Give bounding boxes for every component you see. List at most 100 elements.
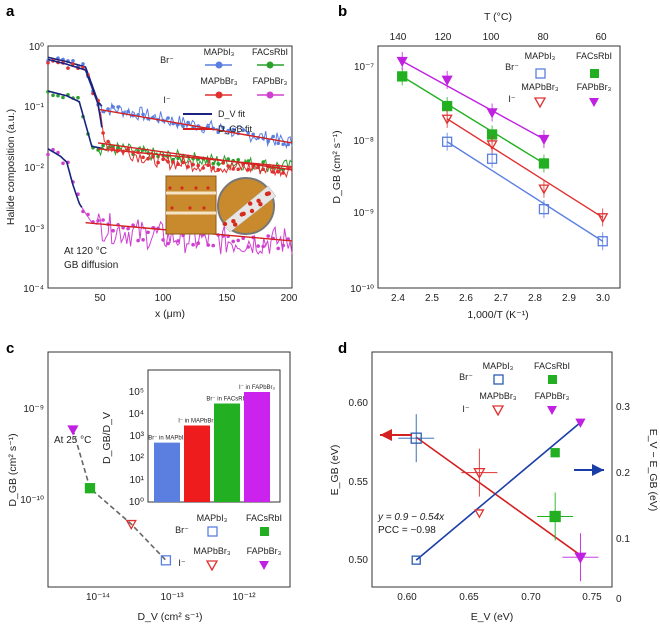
d-legend-species-i: I⁻ — [462, 404, 470, 414]
c-xlabel: D_V (cm² s⁻¹) — [137, 611, 202, 623]
panel-d-label: d — [338, 340, 347, 357]
c-inset-ylabel: D_GB/D_V — [101, 412, 113, 464]
b-legend-mapbbr3: MAPbBr₃ — [521, 82, 559, 92]
a-series-3-point — [211, 243, 215, 248]
b-legend-marker-fapbbr3 — [589, 98, 599, 107]
a-series-1-point — [51, 93, 55, 98]
a-ytick-2: 10⁻² — [24, 163, 44, 174]
b-legend-mapbi3: MAPbI₃ — [525, 51, 556, 61]
b-fit-line-2 — [446, 118, 604, 219]
a-legend-mapbi3: MAPbI₃ — [204, 47, 235, 57]
b-point-2 — [538, 184, 550, 195]
halide-ion — [206, 186, 210, 190]
a-annotation-temp: At 120 °C — [64, 246, 107, 257]
panel-b-legend: Br⁻ I⁻ MAPbI₃ FACsRbI MAPbBr₃ FAPbBr₃ — [505, 51, 612, 109]
c-xtick-0: 10⁻¹⁴ — [86, 592, 110, 603]
panel-d-plot — [398, 414, 599, 582]
b-point-0 — [441, 136, 453, 147]
a-series-2-point — [196, 163, 200, 168]
halide-ion — [264, 191, 270, 197]
a-series-0-point — [181, 124, 185, 129]
panel-a-axes: 50 100 150 200 10⁻⁴ 10⁻³ 10⁻² 10⁻¹ 10⁰ — [23, 42, 297, 304]
b-legend-marker-mapbi3 — [535, 68, 546, 79]
a-series-2-point — [111, 147, 115, 151]
a-series-0-point — [71, 59, 75, 63]
a-series-3-point — [136, 238, 140, 243]
a-series-3-point — [246, 245, 250, 249]
b-legend-species-i: I⁻ — [508, 94, 516, 104]
a-ytick-3: 10⁻¹ — [24, 102, 44, 113]
a-dv-fit-3 — [47, 148, 83, 208]
d-y2tick-3: 0.3 — [616, 402, 630, 413]
a-series-3-point — [101, 218, 105, 222]
a-series-3-point — [61, 161, 65, 166]
a-series-2-point — [181, 160, 185, 165]
a-series-0-point — [141, 112, 145, 117]
a-series-0-point — [216, 130, 220, 134]
a-series-3-point — [131, 223, 135, 227]
a-series-0-point — [106, 107, 110, 111]
d-xtick-0: 0.60 — [397, 592, 417, 603]
a-series-2-point — [206, 163, 210, 167]
d-secondary-point-0 — [411, 555, 421, 565]
a-xtick-1: 100 — [155, 293, 172, 304]
a-annotation-gb: GB diffusion — [64, 260, 118, 271]
a-ytick-0: 10⁻⁴ — [23, 284, 44, 295]
halide-ion — [233, 222, 238, 227]
a-ytick-4: 10⁰ — [29, 42, 44, 53]
a-legend-dgb-label: D_GB fit — [218, 124, 253, 134]
c-legend-fapbbr3: FAPbBr₃ — [247, 546, 282, 556]
a-series-0-point — [166, 116, 170, 120]
a-series-2-point — [226, 164, 230, 168]
a-series-2-point — [246, 167, 250, 172]
a-series-1-point — [261, 160, 266, 164]
c-legend-marker-fapbbr3 — [259, 561, 269, 570]
a-series-0-point — [276, 141, 281, 145]
c-inset-ytick-1: 10¹ — [130, 475, 145, 486]
c-legend-facsrbi: FACsRbI — [246, 513, 282, 523]
a-series-2-point — [146, 156, 150, 161]
a-series-1-point — [246, 159, 250, 163]
a-series-0-point — [126, 109, 130, 114]
b-point-1 — [441, 100, 453, 112]
a-series-0-point — [281, 142, 286, 147]
b-point-0 — [597, 236, 608, 247]
a-legend-marker-mapbbr3 — [215, 91, 223, 99]
a-series-3-point — [166, 241, 170, 246]
b-xtick-4: 2.8 — [528, 293, 542, 304]
d-y2tick-1: 0.1 — [616, 534, 630, 545]
b-point-2 — [597, 213, 609, 224]
c-legend-marker-facsrbi — [260, 527, 269, 536]
panel-b-plot — [396, 52, 609, 251]
a-legend-mapbbr3: MAPbBr₃ — [200, 76, 238, 86]
a-series-2-point — [156, 160, 160, 165]
a-xtick-3: 200 — [281, 293, 298, 304]
a-series-0-point — [81, 62, 85, 66]
b-fit-line-3 — [401, 60, 545, 140]
a-series-0-point — [186, 120, 190, 125]
a-series-3-point — [146, 230, 150, 235]
a-legend-fapbbr3: FAPbBr₃ — [253, 76, 288, 86]
d-secondary-point-3 — [575, 418, 586, 428]
a-series-0-point — [111, 105, 115, 109]
a-series-2-point — [126, 147, 130, 151]
c-ytick-0: 10⁻¹⁰ — [20, 495, 44, 506]
b-top-xlabel: T (°C) — [484, 11, 512, 23]
halide-ion — [231, 219, 236, 224]
d-ylabel: E_GB (eV) — [329, 445, 341, 496]
a-series-2-point — [271, 170, 276, 174]
a-series-1-point — [211, 161, 215, 166]
panel-b-frame — [377, 45, 621, 289]
b-xtick-5: 2.9 — [562, 293, 576, 304]
c-point-1 — [84, 483, 96, 494]
a-series-2-point — [131, 150, 135, 155]
c-inset-ytick-3: 10³ — [130, 431, 145, 442]
c-legend-marker-mapbbr3 — [205, 560, 219, 572]
a-series-2-point — [171, 160, 175, 164]
panel-a-legend: Br⁻ I⁻ MAPbI₃ FACsRbI MAPbBr₃ FAPbBr₃ D_… — [160, 47, 288, 134]
halide-ion — [239, 212, 244, 217]
panel-d: d 0.60 0.65 0.70 0.75 0.50 0.55 0.60 0 0… — [329, 340, 659, 623]
a-series-1-point — [56, 93, 60, 98]
a-series-3-point — [196, 241, 200, 245]
d-legend-marker-facsrbi — [548, 375, 557, 384]
